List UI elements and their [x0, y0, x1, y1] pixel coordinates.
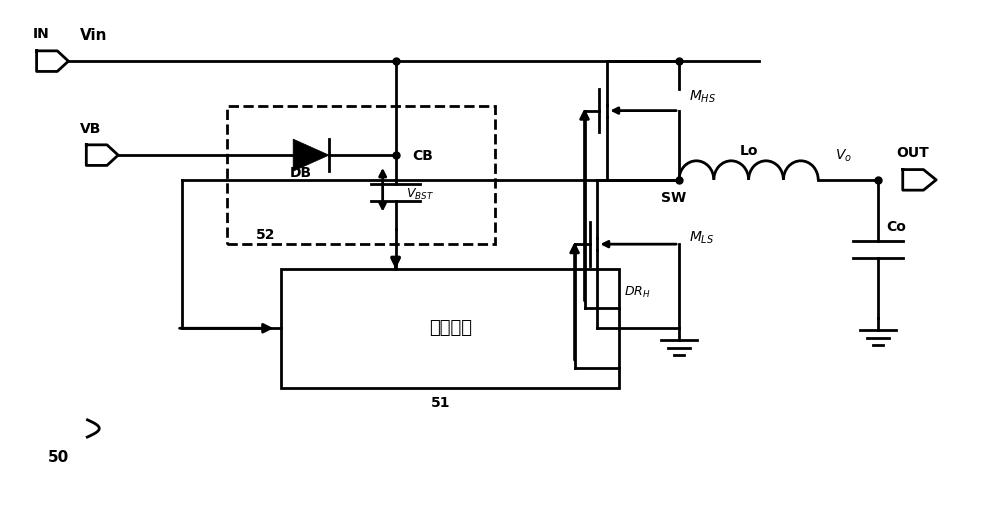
- Text: IN: IN: [33, 28, 49, 42]
- Text: 50: 50: [48, 450, 69, 465]
- Text: DB: DB: [290, 166, 312, 180]
- Text: SW: SW: [661, 190, 687, 204]
- Bar: [227, 106, 495, 244]
- Text: Co: Co: [886, 220, 906, 234]
- Text: 52: 52: [256, 228, 276, 242]
- Text: 51: 51: [431, 397, 450, 411]
- Text: $V_o$: $V_o$: [835, 148, 852, 165]
- Text: $V_{BST}$: $V_{BST}$: [406, 187, 434, 202]
- Text: $M_{HS}$: $M_{HS}$: [689, 89, 716, 105]
- Text: 控制电路: 控制电路: [429, 319, 472, 337]
- Polygon shape: [293, 139, 329, 171]
- Text: Lo: Lo: [739, 144, 758, 158]
- Text: $DR_H$: $DR_H$: [624, 284, 651, 299]
- Bar: [281, 269, 619, 388]
- Text: OUT: OUT: [896, 146, 929, 160]
- Text: Vin: Vin: [80, 29, 108, 44]
- Text: $M_{LS}$: $M_{LS}$: [689, 229, 714, 245]
- Text: VB: VB: [80, 122, 102, 136]
- Text: CB: CB: [412, 149, 433, 163]
